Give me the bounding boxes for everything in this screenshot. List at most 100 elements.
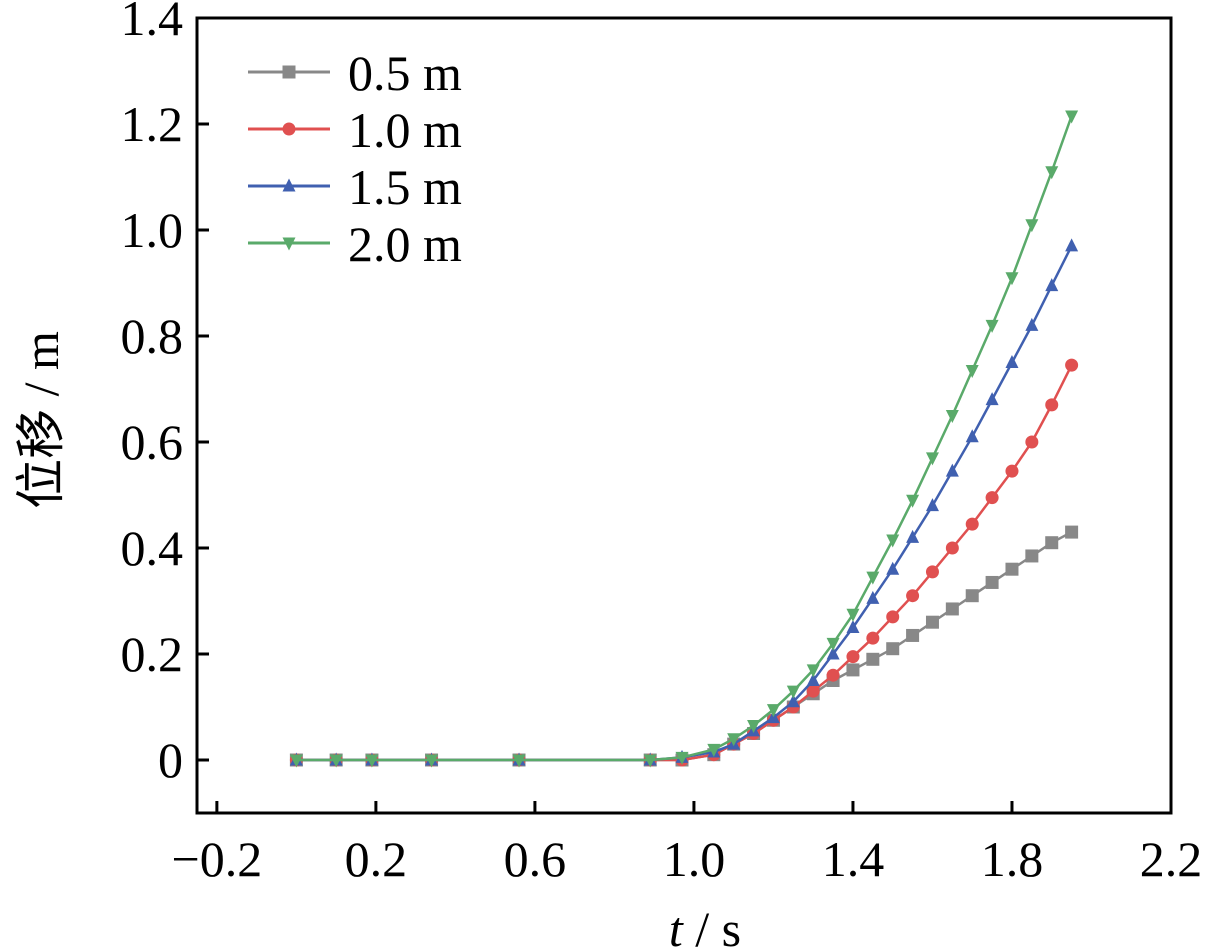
data-point — [846, 620, 860, 633]
x-axis: −0.2 0.2 0.6 1.0 1.4 1.8 2.2 — [172, 801, 1203, 887]
data-point — [365, 754, 379, 768]
data-point — [329, 754, 343, 768]
data-point — [945, 602, 959, 616]
data-point — [1045, 398, 1059, 412]
data-point — [965, 517, 979, 531]
legend-label: 2.0 m — [348, 216, 462, 272]
y-tick-label: 0.8 — [121, 308, 184, 364]
data-point — [965, 429, 979, 443]
data-point — [925, 565, 939, 579]
data-point — [886, 561, 900, 575]
y-tick-label: 0.2 — [121, 626, 184, 682]
data-point — [846, 608, 860, 622]
plot-frame — [195, 16, 1173, 815]
series-line — [296, 115, 1073, 762]
data-point — [806, 673, 820, 686]
data-point — [945, 463, 959, 477]
legend-item: 1.5 m — [248, 159, 462, 215]
data-point — [985, 392, 999, 406]
legend-item: 1.0 m — [248, 102, 462, 158]
data-point — [675, 751, 689, 765]
data-point — [1005, 464, 1019, 478]
data-point — [1005, 355, 1019, 368]
data-point — [786, 685, 800, 699]
data-point — [866, 652, 880, 666]
data-point — [925, 615, 939, 629]
x-tick-label: 2.2 — [1140, 831, 1203, 887]
y-axis: 0 0.2 0.4 0.6 0.8 1.0 1.2 1.4 — [121, 0, 209, 788]
legend-marker — [282, 178, 296, 192]
series-1-0-m — [289, 358, 1079, 767]
x-tick-label: 1.0 — [663, 831, 726, 887]
data-point — [866, 590, 880, 604]
data-point — [945, 410, 959, 423]
data-point — [846, 663, 860, 677]
data-point — [806, 664, 820, 678]
data-point — [1025, 549, 1039, 563]
data-point — [985, 319, 999, 333]
x-tick-label: 0.2 — [345, 831, 408, 887]
data-point — [866, 571, 880, 585]
data-point — [886, 534, 900, 548]
series-layer — [289, 110, 1079, 768]
data-point — [866, 631, 880, 645]
data-point — [806, 684, 820, 698]
series-line — [296, 245, 1073, 762]
legend-marker — [282, 237, 296, 251]
data-point — [1005, 272, 1019, 286]
data-point — [906, 628, 920, 642]
series-line — [296, 364, 1073, 762]
x-tick-label: 0.6 — [504, 831, 567, 887]
data-point — [1065, 110, 1079, 124]
data-point — [945, 541, 959, 555]
y-tick-label: 1.0 — [121, 202, 184, 258]
legend-item: 0.5 m — [248, 45, 462, 101]
data-point — [425, 754, 439, 768]
data-point — [826, 668, 840, 682]
data-point — [985, 575, 999, 589]
data-point — [1025, 435, 1039, 449]
data-point — [846, 650, 860, 664]
data-point — [965, 364, 979, 378]
y-tick-label: 1.2 — [121, 96, 184, 152]
data-point — [1045, 536, 1059, 550]
x-axis-title: t / s — [669, 901, 741, 950]
y-tick-label: 1.4 — [121, 0, 184, 46]
data-point — [906, 494, 920, 508]
legend-label: 1.0 m — [348, 102, 462, 158]
data-point — [886, 610, 900, 624]
data-point — [965, 589, 979, 603]
data-point — [1005, 562, 1019, 576]
y-tick-label: 0.6 — [121, 414, 184, 470]
data-point — [1045, 278, 1059, 292]
legend-label: 1.5 m — [348, 159, 462, 215]
data-point — [886, 642, 900, 656]
data-point — [1065, 238, 1079, 252]
data-point — [643, 754, 657, 768]
data-point — [1065, 358, 1079, 372]
series-1-5-m — [289, 238, 1079, 766]
data-point — [707, 743, 721, 757]
data-point — [985, 491, 999, 505]
data-point — [826, 646, 840, 660]
data-point — [925, 452, 939, 466]
data-point — [1045, 166, 1059, 180]
data-point — [747, 720, 761, 734]
data-point — [925, 498, 939, 512]
legend-label: 0.5 m — [348, 45, 462, 101]
y-tick-label: 0.4 — [121, 520, 184, 576]
data-point — [1025, 219, 1039, 233]
x-tick-label: 1.4 — [822, 831, 885, 887]
y-axis-title: 位移 / m — [13, 331, 69, 509]
y-tick-label: 0 — [158, 732, 183, 788]
legend-marker — [282, 65, 296, 79]
legend: 0.5 m1.0 m1.5 m2.0 m — [248, 45, 462, 272]
data-point — [1025, 317, 1039, 331]
legend-marker — [282, 122, 296, 136]
data-point — [1065, 525, 1079, 539]
data-point — [512, 754, 526, 768]
series-line — [296, 530, 1073, 762]
data-point — [786, 694, 800, 708]
data-point — [766, 704, 780, 718]
